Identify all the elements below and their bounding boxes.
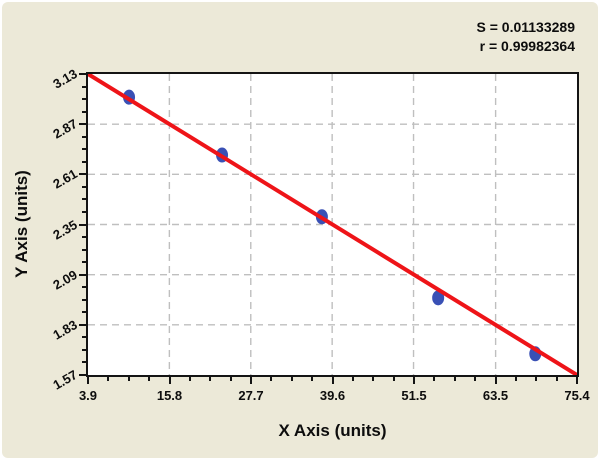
x-minor-tick bbox=[148, 377, 151, 381]
y-minor-tick bbox=[82, 286, 86, 289]
x-tick-label: 63.5 bbox=[482, 388, 509, 403]
x-major-tick bbox=[494, 377, 497, 384]
y-minor-tick bbox=[82, 336, 86, 339]
x-minor-tick bbox=[372, 377, 375, 381]
y-major-tick bbox=[79, 123, 86, 126]
y-minor-tick bbox=[82, 98, 86, 101]
fit-statistics: S = 0.01133289 r = 0.99982364 bbox=[477, 18, 576, 56]
x-minor-tick bbox=[514, 377, 517, 381]
x-minor-tick bbox=[535, 377, 538, 381]
x-minor-tick bbox=[311, 377, 314, 381]
y-minor-tick bbox=[82, 248, 86, 251]
x-major-tick bbox=[250, 377, 252, 384]
y-minor-tick bbox=[82, 298, 86, 301]
y-minor-tick bbox=[82, 198, 86, 201]
y-minor-tick bbox=[82, 110, 86, 113]
x-minor-tick bbox=[474, 377, 477, 381]
x-minor-tick bbox=[433, 377, 436, 381]
x-minor-tick bbox=[453, 377, 456, 381]
y-major-tick bbox=[79, 273, 86, 276]
y-axis-title: Y Axis (units) bbox=[12, 170, 31, 278]
y-tick-label: 2.61 bbox=[50, 166, 80, 192]
fit-line bbox=[88, 74, 577, 375]
y-minor-tick bbox=[82, 261, 86, 264]
y-minor-tick bbox=[82, 135, 86, 138]
y-tick-label: 2.87 bbox=[50, 116, 80, 142]
y-minor-tick bbox=[82, 210, 86, 213]
r-value: r = 0.99982364 bbox=[479, 38, 575, 54]
x-axis-title: X Axis (units) bbox=[278, 421, 387, 440]
plot-area bbox=[86, 72, 579, 377]
x-tick-label: 51.5 bbox=[401, 388, 427, 403]
x-major-tick bbox=[168, 377, 171, 384]
x-major-tick bbox=[413, 377, 415, 384]
s-value: S = 0.01133289 bbox=[476, 19, 576, 35]
y-minor-tick bbox=[82, 311, 86, 314]
x-major-tick bbox=[87, 377, 89, 384]
x-minor-tick bbox=[188, 377, 191, 381]
y-major-tick bbox=[79, 374, 86, 376]
y-tick-label: 2.09 bbox=[50, 266, 80, 293]
plot-svg bbox=[88, 74, 577, 375]
y-tick-label: 1.83 bbox=[50, 316, 80, 343]
y-minor-tick bbox=[82, 236, 86, 239]
x-major-tick bbox=[576, 377, 578, 384]
y-tick-label: 2.35 bbox=[50, 216, 80, 243]
x-major-tick bbox=[331, 377, 334, 384]
y-major-tick bbox=[79, 73, 86, 75]
y-major-tick bbox=[79, 173, 86, 176]
x-tick-label: 3.9 bbox=[78, 388, 98, 403]
x-minor-tick bbox=[555, 377, 558, 381]
x-minor-tick bbox=[209, 377, 212, 381]
y-minor-tick bbox=[82, 361, 86, 364]
y-minor-tick bbox=[82, 85, 86, 88]
x-minor-tick bbox=[107, 377, 110, 381]
x-minor-tick bbox=[290, 377, 293, 381]
x-minor-tick bbox=[229, 377, 232, 381]
x-tick-label: 27.7 bbox=[238, 388, 264, 403]
x-minor-tick bbox=[351, 377, 354, 381]
y-major-tick bbox=[79, 323, 86, 326]
y-tick-label: 3.13 bbox=[50, 66, 80, 92]
y-minor-tick bbox=[82, 148, 86, 151]
y-minor-tick bbox=[82, 348, 86, 351]
y-major-tick bbox=[79, 223, 86, 226]
x-minor-tick bbox=[392, 377, 395, 381]
x-minor-tick bbox=[127, 377, 130, 381]
x-tick-label: 39.6 bbox=[319, 388, 346, 403]
y-minor-tick bbox=[82, 160, 86, 163]
x-minor-tick bbox=[270, 377, 273, 381]
x-tick-label: 15.8 bbox=[156, 388, 183, 403]
x-tick-label: 75.4 bbox=[564, 388, 590, 403]
data-point bbox=[432, 290, 445, 306]
y-minor-tick bbox=[82, 185, 86, 188]
